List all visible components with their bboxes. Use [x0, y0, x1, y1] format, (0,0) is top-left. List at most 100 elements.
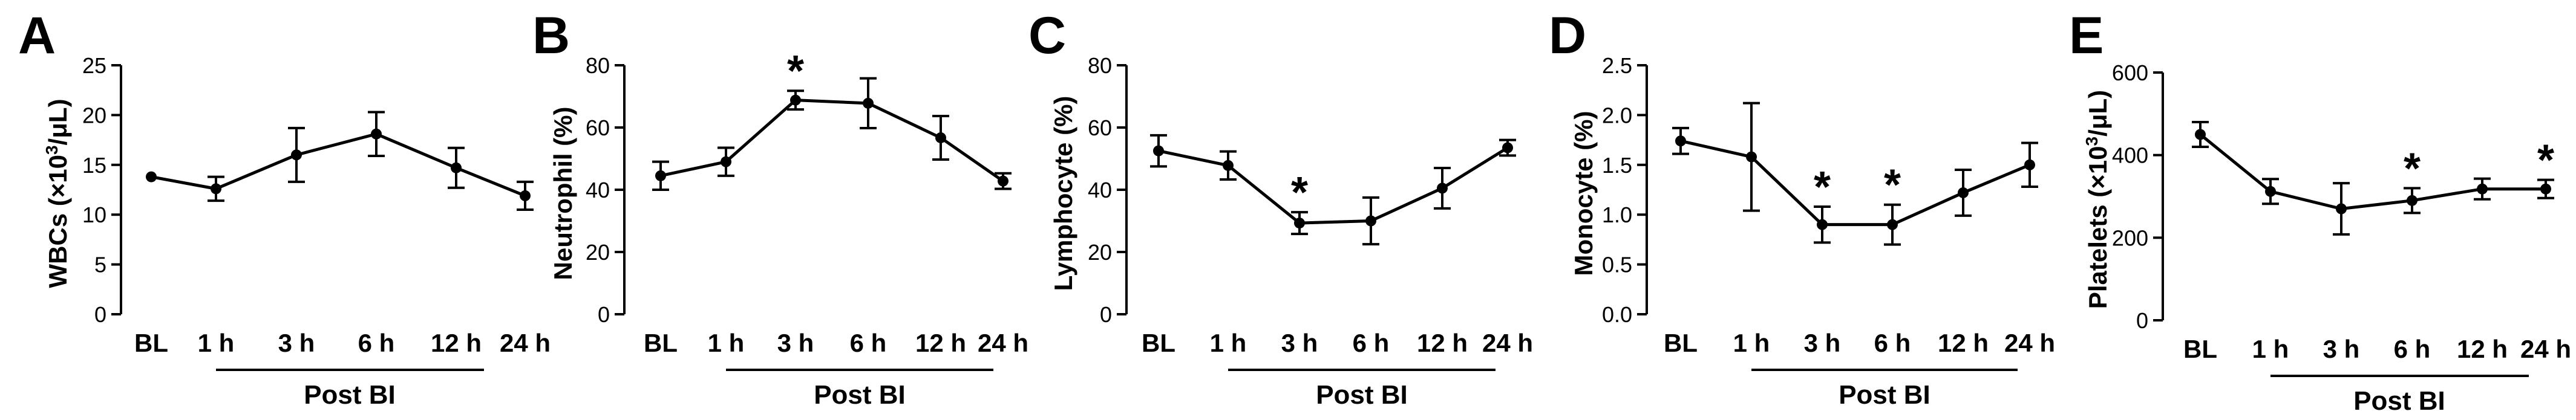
series-line: [1680, 139, 2030, 227]
y-tick-label: 0.0: [1602, 302, 1632, 327]
y-tick-label: 1.5: [1602, 153, 1632, 178]
x-tick-label: 24 h: [1482, 329, 1533, 357]
data-point: [520, 190, 531, 201]
significance-star: *: [787, 47, 804, 95]
y-tick-label: 0: [1100, 302, 1112, 327]
panel-label: A: [18, 7, 56, 65]
y-tick-label: 0: [598, 302, 610, 327]
significance-star: *: [1291, 169, 1308, 217]
x-tick-label: 6 h: [1874, 329, 1911, 357]
y-tick-label: 80: [1088, 53, 1112, 78]
significance-star: *: [1814, 163, 1831, 212]
y-tick-label: 5: [94, 253, 106, 277]
x-tick-label: 12 h: [1938, 329, 1989, 357]
x-tick-label: 6 h: [2394, 335, 2431, 363]
group-label: Post BI: [1316, 380, 1408, 410]
y-axis-label: Neutrophil (%): [549, 107, 577, 280]
x-tick-label: 12 h: [915, 329, 966, 357]
data-point: [1502, 142, 1513, 153]
y-tick-label: 40: [586, 178, 610, 202]
y-tick-label: 0: [2136, 308, 2148, 333]
data-point: [1153, 145, 1164, 157]
x-tick-label: 1 h: [1733, 329, 1770, 357]
y-axis-label: WBCs (×103/μL): [42, 99, 73, 288]
data-point: [1437, 183, 1448, 194]
y-axis-label: Platelets (×103/μL): [2082, 90, 2113, 309]
series-line: [151, 132, 526, 198]
group-label: Post BI: [1839, 380, 1930, 410]
series-line: [660, 99, 1004, 183]
x-tick-label: BL: [2183, 335, 2217, 363]
y-tick-label: 1.0: [1602, 202, 1632, 227]
panel-e: E 0 200 400 600 Platelets (×103/μL) BL 1 h 3 h 6 …: [2069, 7, 2571, 416]
group-label: Post BI: [2353, 386, 2445, 416]
data-point: [2336, 203, 2347, 215]
y-tick-label: 60: [1088, 115, 1112, 140]
data-point: [2477, 183, 2488, 195]
data-point: [935, 132, 946, 143]
y-tick-label: 2.0: [1602, 103, 1632, 128]
x-tick-label: BL: [1664, 329, 1698, 357]
x-tick-label: 24 h: [2004, 329, 2055, 357]
panel-b: B 0 20 40 60 80 Neutrophil (%) BL 1 h 3 h 6 h 12 h 2…: [532, 7, 1028, 410]
data-point: [451, 162, 462, 173]
x-tick-label: 24 h: [500, 329, 551, 357]
data-point: [2540, 183, 2551, 195]
y-tick-label: 600: [2112, 60, 2148, 85]
data-point: [1746, 151, 1757, 163]
y-axis-label: Monocyte (%): [1569, 111, 1598, 276]
panel-d: D 0.0 0.5 1.0 1.5 2.0 2.5 Monocyte (%) BL 1 h 3 h 6…: [1549, 7, 2055, 410]
y-tick-label: 20: [82, 103, 106, 128]
data-point: [1294, 218, 1305, 229]
data-point: [211, 183, 221, 195]
x-tick-label: 1 h: [1210, 329, 1247, 357]
significance-star: *: [1884, 161, 1901, 210]
x-tick-label: 6 h: [1353, 329, 1390, 357]
data-point: [790, 94, 801, 106]
y-tick-label: 0.5: [1602, 253, 1632, 277]
data-point: [863, 97, 874, 109]
y-tick-label: 20: [586, 240, 610, 265]
data-point: [2024, 159, 2035, 170]
significance-star: *: [2404, 144, 2421, 193]
y-tick-label: 25: [82, 53, 106, 78]
x-tick-label: 6 h: [850, 329, 887, 357]
group-label: Post BI: [304, 380, 396, 410]
y-tick-label: 0: [94, 302, 106, 327]
panel-label: B: [532, 7, 570, 65]
panel-label: D: [1549, 7, 1586, 65]
x-tick-label: 1 h: [2252, 335, 2289, 363]
x-tick-label: 3 h: [2323, 335, 2360, 363]
data-point: [2195, 129, 2206, 140]
x-tick-label: 3 h: [1281, 329, 1318, 357]
panel-a: A 0 5 10 15 20 25 WBCs (×103/μL) BL 1 h 3 h 6 h 12 h…: [18, 7, 551, 410]
x-tick-label: 1 h: [708, 329, 745, 357]
series-line: [1158, 146, 1509, 225]
x-tick-label: 24 h: [2520, 335, 2571, 363]
series-line: [2199, 133, 2546, 211]
data-point: [1817, 219, 1828, 230]
y-tick-label: 20: [1088, 240, 1112, 265]
x-tick-label: BL: [644, 329, 678, 357]
x-tick-label: 24 h: [978, 329, 1028, 357]
y-tick-label: 60: [586, 115, 610, 140]
y-tick-label: 200: [2112, 225, 2148, 250]
x-tick-label: 6 h: [358, 329, 395, 357]
significance-star: *: [2537, 137, 2554, 185]
data-point: [655, 170, 666, 181]
data-point: [721, 156, 731, 167]
data-point: [1887, 219, 1898, 230]
y-tick-label: 400: [2112, 143, 2148, 168]
x-tick-label: 3 h: [278, 329, 315, 357]
panel-c: C 0 20 40 60 80 Lymphocyte (%) BL 1 h 3 h 6 h 12 h 2…: [1028, 7, 1533, 410]
x-tick-label: BL: [1142, 329, 1175, 357]
x-tick-label: 1 h: [198, 329, 235, 357]
y-tick-label: 80: [586, 53, 610, 78]
group-label: Post BI: [814, 380, 906, 410]
y-tick-label: 15: [82, 153, 106, 178]
panel-label: E: [2069, 7, 2104, 65]
data-point: [1365, 215, 1376, 227]
x-tick-label: 3 h: [777, 329, 814, 357]
x-tick-label: 12 h: [2457, 335, 2508, 363]
